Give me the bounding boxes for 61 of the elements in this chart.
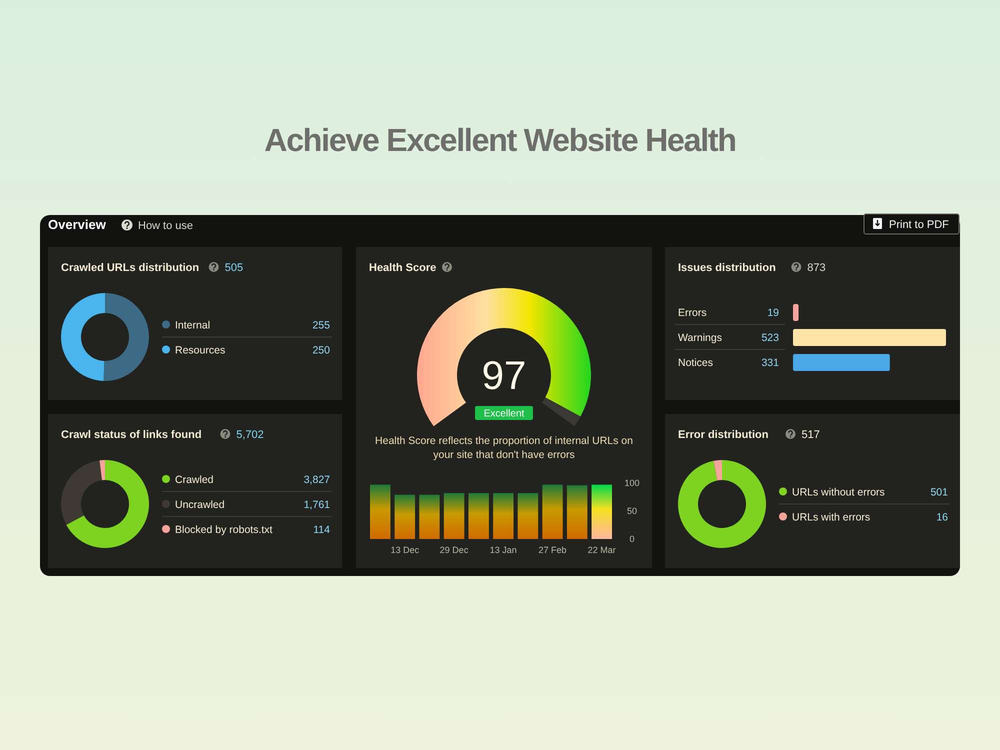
y-tick-label: 100 bbox=[624, 478, 640, 488]
text: Print to PDF bbox=[889, 219, 950, 231]
chart-subtitle: 873 bbox=[807, 262, 826, 274]
x-tick-label: 22 Mar bbox=[588, 545, 616, 555]
y-tick-label: 0 bbox=[629, 534, 635, 544]
chart-subtitle: 517 bbox=[802, 429, 820, 441]
x-tick-label: 29 Dec bbox=[440, 545, 469, 555]
chart-title: Health Score bbox=[369, 262, 436, 274]
text: Excellent bbox=[484, 408, 525, 420]
text: Achieve Excellent Website Health bbox=[264, 122, 736, 158]
donut-slice bbox=[60, 293, 105, 381]
data-label: 1,761 bbox=[304, 499, 330, 511]
donut-slice bbox=[678, 460, 766, 548]
bar bbox=[493, 493, 514, 539]
data-label: 114 bbox=[313, 524, 330, 536]
y-tick-label: Warnings bbox=[678, 332, 722, 344]
legend-label: Internal bbox=[175, 320, 210, 332]
data-label: 19 bbox=[767, 307, 780, 319]
bar bbox=[518, 493, 538, 539]
text: How to use bbox=[138, 220, 194, 232]
text: Health Score reflects the proportion of internal URLs on your site that don't have errors bbox=[375, 435, 634, 461]
bar bbox=[394, 494, 416, 539]
chart-title: Crawled URLs distribution bbox=[61, 262, 200, 274]
x-tick-label: 27 Feb bbox=[538, 545, 567, 555]
text: 97 bbox=[482, 354, 526, 398]
data-label: 331 bbox=[761, 357, 780, 369]
chart-title: Crawl status of links found bbox=[61, 429, 202, 441]
bar bbox=[592, 484, 612, 539]
x-tick-label: 13 Dec bbox=[390, 545, 420, 555]
legend-label: URLs without errors bbox=[792, 486, 885, 498]
bar bbox=[542, 484, 563, 539]
bar bbox=[444, 493, 464, 539]
chart-subtitle: 505 bbox=[224, 262, 244, 274]
bar bbox=[370, 484, 390, 539]
bar bbox=[419, 494, 440, 539]
y-tick-label: 50 bbox=[626, 506, 638, 516]
data-label: 3,827 bbox=[304, 474, 330, 486]
donut-slice bbox=[714, 460, 722, 480]
y-tick-label: Errors bbox=[678, 307, 707, 319]
x-tick-label: 13 Jan bbox=[490, 545, 517, 555]
legend-label: Uncrawled bbox=[175, 499, 225, 511]
data-label: 523 bbox=[761, 332, 780, 344]
legend-label: Resources bbox=[175, 344, 226, 356]
data-label: 255 bbox=[312, 320, 330, 332]
chart-subtitle: 5,702 bbox=[236, 429, 264, 441]
bar bbox=[468, 493, 489, 539]
y-tick-label: Notices bbox=[678, 357, 714, 369]
legend-label: Crawled bbox=[175, 474, 214, 486]
chart-title: Error distribution bbox=[678, 429, 769, 441]
data-label: 16 bbox=[936, 512, 948, 524]
donut-slice bbox=[104, 293, 149, 381]
data-label: 501 bbox=[930, 486, 948, 498]
donut-slice bbox=[66, 460, 149, 548]
data-label: 250 bbox=[312, 344, 330, 356]
chart-title: Issues distribution bbox=[678, 262, 776, 274]
text: Overview bbox=[48, 217, 107, 232]
donut-slice bbox=[61, 460, 102, 525]
donut-slice bbox=[99, 460, 105, 480]
bar bbox=[566, 485, 588, 539]
legend-label: URLs with errors bbox=[792, 512, 870, 524]
legend-label: Blocked by robots.txt bbox=[175, 524, 273, 536]
